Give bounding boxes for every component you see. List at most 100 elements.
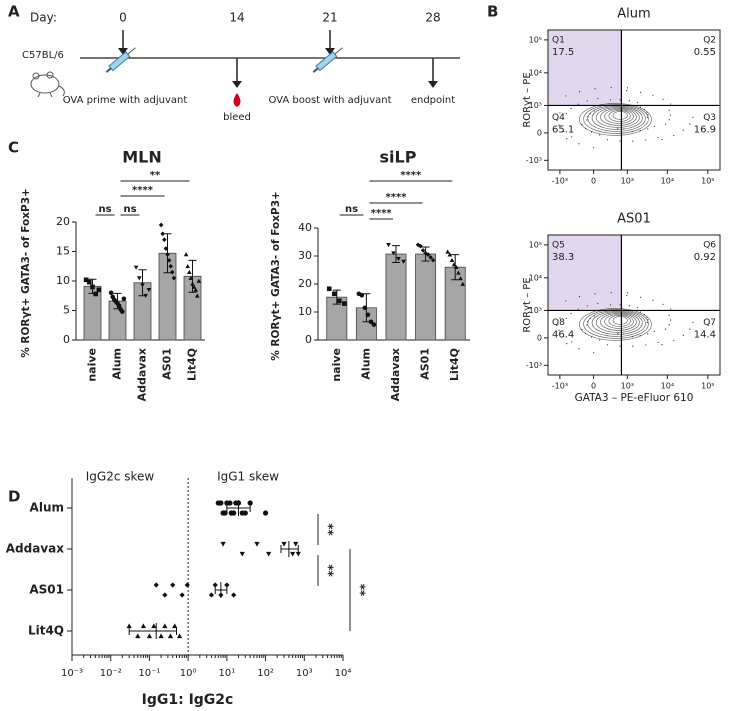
data-point xyxy=(362,305,368,311)
event-dot xyxy=(653,125,655,127)
event-dot xyxy=(662,98,664,100)
significance-label: ** xyxy=(322,564,336,577)
x-tick-label: -10³ xyxy=(552,382,568,391)
data-point xyxy=(87,279,92,285)
x-tick-label: naive xyxy=(330,348,343,382)
event-label: bleed xyxy=(223,112,251,123)
data-point xyxy=(126,623,132,629)
quadrant-value: 46.4 xyxy=(552,329,574,340)
error-bar xyxy=(392,245,400,263)
data-point xyxy=(162,592,168,598)
event-dot xyxy=(652,299,654,301)
contour xyxy=(600,108,637,126)
arrow-head xyxy=(232,81,242,88)
data-point xyxy=(184,582,190,588)
significance-label: ** xyxy=(322,523,336,536)
annotation: IgG2c skew xyxy=(86,470,155,484)
event-dot xyxy=(668,324,670,326)
data-point xyxy=(170,582,176,588)
contour xyxy=(595,312,640,333)
data-point xyxy=(418,243,423,249)
event-dot xyxy=(673,339,675,342)
x-tick-label: 10⁴ xyxy=(661,177,674,186)
data-point xyxy=(359,292,365,298)
x-tick-label: 10⁵ xyxy=(701,382,714,391)
data-point xyxy=(133,265,139,270)
significance-label: **** xyxy=(132,185,154,196)
event-dot xyxy=(593,110,595,112)
event-dot xyxy=(639,130,641,132)
event-dot xyxy=(589,317,591,320)
x-tick-label: 10⁵ xyxy=(701,177,714,186)
quadrant-name: Q2 xyxy=(703,36,716,46)
data-point xyxy=(254,541,260,547)
data-point xyxy=(447,252,453,257)
data-point xyxy=(193,287,198,292)
event-dot xyxy=(581,328,583,331)
quadrant-value: 0.92 xyxy=(694,252,716,263)
event-dot xyxy=(558,124,560,126)
event-dot xyxy=(609,99,612,101)
y-tick-label: 20 xyxy=(298,277,312,290)
event-dot xyxy=(646,316,648,318)
panel-label: A xyxy=(8,3,20,21)
y-tick-label: 0 xyxy=(63,333,70,346)
x-tick-label: Alum xyxy=(359,348,372,380)
event-dot xyxy=(599,339,601,341)
data-point xyxy=(96,287,102,293)
contour xyxy=(604,109,634,124)
event-dot xyxy=(593,352,595,354)
event-dot xyxy=(653,330,655,332)
quadrant-value: 0.55 xyxy=(694,47,716,58)
data-point xyxy=(247,500,253,506)
data-point xyxy=(185,263,191,269)
x-tick-label: naive xyxy=(86,348,99,382)
quadrant-value: 16.9 xyxy=(694,124,716,135)
x-tick-label: 10³ xyxy=(621,382,634,391)
contour xyxy=(583,104,649,134)
data-point xyxy=(386,242,391,248)
event-dot xyxy=(578,143,580,145)
event-dot xyxy=(657,341,659,344)
event-dot xyxy=(581,123,583,126)
x-tick-label: 10⁻¹ xyxy=(138,668,160,679)
event-dot xyxy=(563,130,565,132)
x-tick-label: Addavax xyxy=(389,348,402,401)
bar xyxy=(385,253,407,341)
y-tick-label: 0 xyxy=(537,128,542,137)
contour xyxy=(579,103,652,136)
data-point xyxy=(368,319,374,325)
event-dot xyxy=(557,118,559,120)
event-dot xyxy=(647,128,649,130)
event-dot xyxy=(586,100,588,102)
event-dot xyxy=(692,116,694,118)
data-point xyxy=(162,237,167,242)
event-dot xyxy=(668,119,670,121)
y-tick-label: Addavax xyxy=(6,542,64,556)
syringe-plunger xyxy=(312,67,319,73)
event-dot xyxy=(599,134,601,136)
event-dot xyxy=(577,103,579,105)
event-dot xyxy=(578,348,580,350)
y-axis-label: RORγt – PE xyxy=(522,277,533,332)
data-point xyxy=(401,259,406,264)
event-dot xyxy=(670,103,672,105)
quadrant-name: Q1 xyxy=(552,36,565,46)
event-dot xyxy=(578,295,581,298)
y-tick-label: 40 xyxy=(298,221,312,234)
data-point xyxy=(166,258,172,263)
event-dot xyxy=(587,321,589,323)
data-point xyxy=(168,263,173,269)
quadrant-value: 65.1 xyxy=(552,124,574,135)
data-point xyxy=(445,249,450,254)
event-dot xyxy=(619,99,621,101)
event-dot xyxy=(606,139,609,141)
event-dot xyxy=(586,305,588,307)
significance-label: ns xyxy=(98,204,111,215)
y-tick-label: 0 xyxy=(305,333,312,346)
data-point xyxy=(456,270,461,275)
event-dot xyxy=(597,302,599,305)
event-dot xyxy=(682,334,684,336)
gate-shade xyxy=(548,235,622,311)
quadrant-value: 14.4 xyxy=(694,329,716,340)
